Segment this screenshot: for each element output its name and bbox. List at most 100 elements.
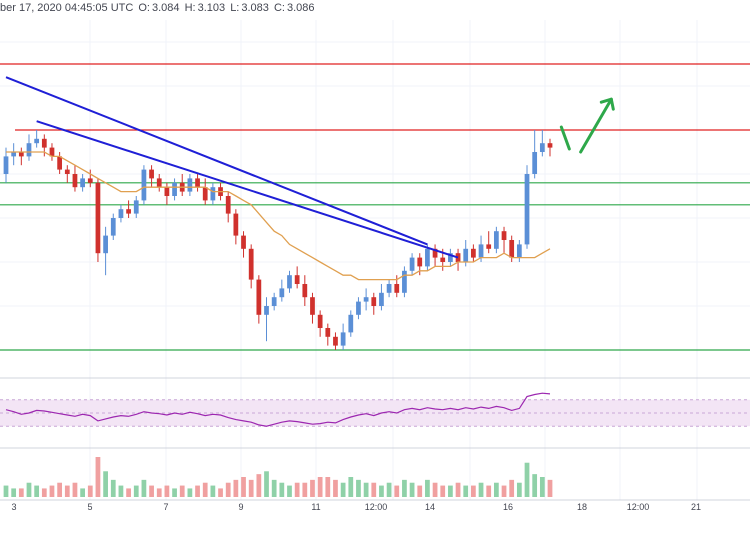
volume-bar-20 — [156, 488, 162, 497]
candle-body-7 — [57, 156, 63, 170]
volume-bar-55 — [425, 479, 430, 497]
candle-body-56 — [432, 248, 438, 258]
volume-bar-46 — [356, 479, 361, 497]
volume-bar-41 — [317, 477, 323, 497]
volume-bar-54 — [417, 485, 423, 497]
candle-body-22 — [172, 182, 177, 196]
volume-bar-61 — [471, 485, 476, 497]
candle-body-58 — [448, 253, 453, 262]
candle-body-5 — [41, 138, 47, 148]
volume-bar-2 — [18, 488, 24, 497]
candle-body-18 — [141, 169, 147, 201]
candle-body-45 — [348, 314, 354, 333]
arrow-up-shaft — [579, 97, 613, 154]
candle-body-50 — [386, 284, 392, 293]
volume-bar-29 — [225, 482, 231, 497]
volume-bar-42 — [325, 477, 331, 497]
volume-bar-69 — [532, 474, 538, 497]
volume-bar-17 — [133, 485, 139, 497]
volume-bar-10 — [80, 488, 85, 497]
volume-bar-11 — [87, 485, 93, 497]
arrow-down-stroke — [559, 125, 571, 151]
ohlc-open-label: O: — [138, 2, 150, 14]
volume-bar-45 — [348, 477, 354, 497]
candle-body-11 — [87, 178, 93, 183]
candle-body-13 — [103, 235, 108, 254]
candle-body-64 — [493, 231, 499, 249]
volume-bar-16 — [126, 488, 131, 497]
volume-bar-23 — [179, 485, 185, 497]
rsi-line — [5, 392, 551, 427]
candle-body-33 — [256, 279, 262, 315]
candle-body-9 — [72, 174, 78, 188]
candle-body-53 — [409, 257, 415, 271]
candle-body-25 — [195, 178, 200, 188]
candle-body-8 — [64, 169, 70, 174]
candle-body-67 — [516, 244, 522, 258]
candle-body-30 — [233, 213, 239, 236]
volume-bar-65 — [501, 485, 507, 497]
candle-body-35 — [271, 297, 277, 306]
rsi-pane — [0, 392, 750, 427]
volume-bar-4 — [34, 485, 40, 497]
volume-bar-12 — [95, 457, 101, 497]
moving-average — [6, 151, 551, 281]
x-tick-label-9: 12:00 — [627, 502, 650, 512]
volume-bar-14 — [110, 479, 116, 497]
volume-bar-67 — [516, 482, 522, 497]
volume-bar-3 — [26, 482, 32, 497]
candle-body-20 — [156, 178, 162, 188]
candle-body-3 — [26, 143, 32, 157]
candle-body-19 — [149, 169, 154, 179]
x-tick-label-5: 12:00 — [365, 502, 388, 512]
volume-bar-64 — [493, 482, 499, 497]
candle-body-37 — [287, 275, 292, 289]
arrow-up-head — [599, 97, 615, 111]
volume-bar-51 — [394, 485, 400, 497]
candle-body-4 — [34, 138, 40, 144]
volume-bar-30 — [233, 479, 239, 497]
candle-body-69 — [532, 152, 538, 174]
candle-body-46 — [356, 301, 361, 315]
x-tick-label-6: 14 — [425, 502, 435, 512]
candle-body-10 — [80, 178, 85, 188]
volume-bar-24 — [187, 488, 193, 497]
x-tick-label-10: 21 — [691, 502, 701, 512]
x-tick-label-8: 18 — [577, 502, 587, 512]
volume-bar-1 — [11, 488, 17, 497]
x-tick-label-7: 16 — [503, 502, 513, 512]
candle-body-61 — [471, 248, 476, 258]
candle-body-2 — [18, 152, 24, 157]
candle-body-52 — [402, 270, 407, 293]
volume-bar-21 — [164, 485, 170, 497]
volume-bar-9 — [72, 482, 78, 497]
candle-body-41 — [317, 314, 323, 328]
volume-bar-7 — [57, 482, 63, 497]
candle-body-26 — [202, 187, 208, 201]
candle-body-39 — [302, 284, 308, 298]
candle-body-66 — [509, 240, 515, 258]
candle-body-6 — [49, 147, 55, 157]
volume-bar-37 — [287, 485, 292, 497]
volume-bar-5 — [41, 488, 47, 497]
x-tick-label-4: 11 — [311, 502, 320, 512]
ohlc-close-label: C: — [273, 2, 285, 14]
candle-body-47 — [363, 297, 369, 302]
horizontal-levels — [0, 63, 750, 351]
volume-bar-68 — [524, 462, 530, 497]
volume-bar-27 — [210, 485, 216, 497]
candle-body-68 — [524, 174, 530, 245]
volume-bar-6 — [49, 485, 55, 497]
candle-body-12 — [95, 182, 101, 254]
candle-body-55 — [425, 248, 430, 267]
candle-body-40 — [310, 297, 315, 315]
candle-body-32 — [248, 248, 254, 280]
volume-bar-15 — [118, 485, 124, 497]
volume-bar-63 — [486, 485, 492, 497]
candle-body-16 — [126, 209, 131, 214]
ohlc-open-value: 3.084 — [152, 2, 180, 14]
volume-bar-47 — [363, 482, 369, 497]
volume-bar-40 — [310, 479, 315, 497]
candle-body-29 — [225, 196, 231, 214]
